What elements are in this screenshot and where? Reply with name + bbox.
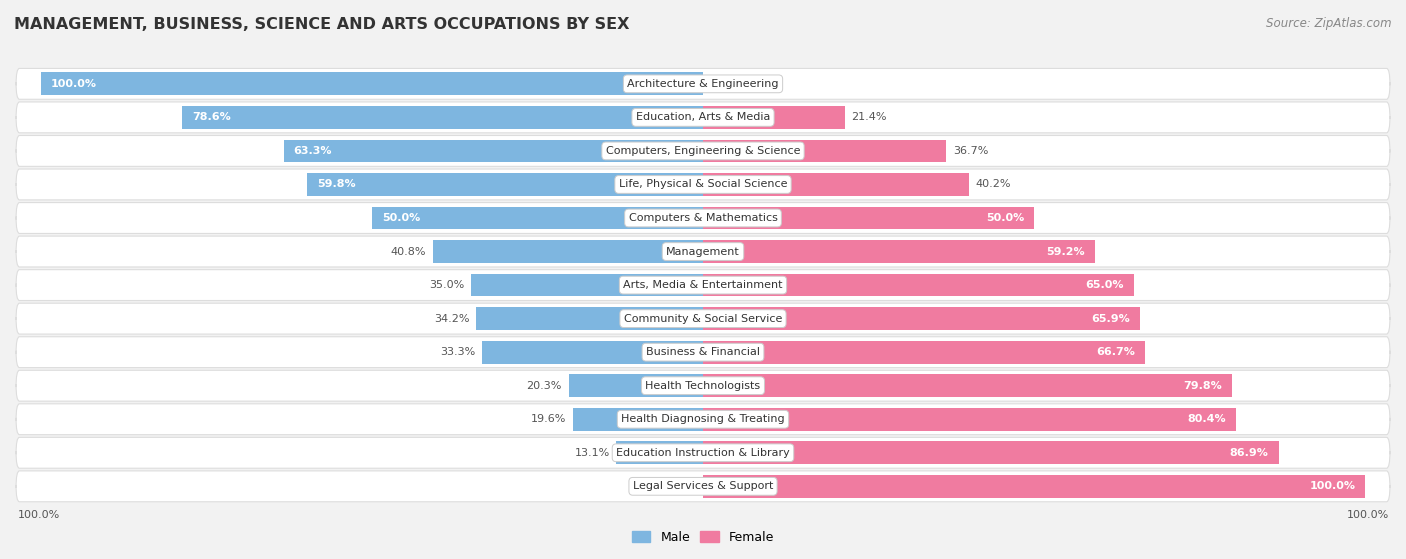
Text: Arts, Media & Entertainment: Arts, Media & Entertainment (623, 280, 783, 290)
Text: Community & Social Service: Community & Social Service (624, 314, 782, 324)
Text: 66.7%: 66.7% (1097, 347, 1135, 357)
FancyBboxPatch shape (574, 408, 703, 430)
Text: 0.0%: 0.0% (713, 79, 741, 89)
Text: 13.1%: 13.1% (574, 448, 610, 458)
FancyBboxPatch shape (15, 437, 1391, 468)
FancyBboxPatch shape (703, 442, 1278, 464)
FancyBboxPatch shape (703, 274, 1133, 296)
Text: Management: Management (666, 247, 740, 257)
Text: 100.0%: 100.0% (1347, 510, 1389, 520)
Text: 63.3%: 63.3% (294, 146, 332, 156)
FancyBboxPatch shape (703, 408, 1236, 430)
FancyBboxPatch shape (703, 240, 1095, 263)
Text: 40.2%: 40.2% (976, 179, 1011, 190)
Text: 50.0%: 50.0% (381, 213, 420, 223)
Text: 100.0%: 100.0% (51, 79, 97, 89)
Text: 36.7%: 36.7% (953, 146, 988, 156)
Text: Computers, Engineering & Science: Computers, Engineering & Science (606, 146, 800, 156)
Text: 20.3%: 20.3% (526, 381, 562, 391)
Text: 80.4%: 80.4% (1187, 414, 1226, 424)
FancyBboxPatch shape (15, 68, 1391, 100)
Text: 0.0%: 0.0% (665, 481, 693, 491)
Text: Education Instruction & Library: Education Instruction & Library (616, 448, 790, 458)
FancyBboxPatch shape (15, 102, 1391, 133)
Text: 100.0%: 100.0% (17, 510, 59, 520)
FancyBboxPatch shape (15, 337, 1391, 368)
FancyBboxPatch shape (703, 341, 1144, 363)
FancyBboxPatch shape (284, 140, 703, 162)
FancyBboxPatch shape (15, 202, 1391, 234)
FancyBboxPatch shape (703, 307, 1139, 330)
Text: Source: ZipAtlas.com: Source: ZipAtlas.com (1267, 17, 1392, 30)
Text: Health Technologists: Health Technologists (645, 381, 761, 391)
Text: Legal Services & Support: Legal Services & Support (633, 481, 773, 491)
FancyBboxPatch shape (307, 173, 703, 196)
Text: Life, Physical & Social Science: Life, Physical & Social Science (619, 179, 787, 190)
FancyBboxPatch shape (703, 140, 946, 162)
FancyBboxPatch shape (568, 375, 703, 397)
FancyBboxPatch shape (15, 135, 1391, 167)
FancyBboxPatch shape (15, 370, 1391, 401)
Text: Business & Financial: Business & Financial (645, 347, 761, 357)
FancyBboxPatch shape (471, 274, 703, 296)
Text: 79.8%: 79.8% (1182, 381, 1222, 391)
FancyBboxPatch shape (371, 207, 703, 229)
FancyBboxPatch shape (616, 442, 703, 464)
Text: Education, Arts & Media: Education, Arts & Media (636, 112, 770, 122)
Text: 59.2%: 59.2% (1046, 247, 1085, 257)
Text: MANAGEMENT, BUSINESS, SCIENCE AND ARTS OCCUPATIONS BY SEX: MANAGEMENT, BUSINESS, SCIENCE AND ARTS O… (14, 17, 630, 32)
FancyBboxPatch shape (477, 307, 703, 330)
Text: 21.4%: 21.4% (852, 112, 887, 122)
FancyBboxPatch shape (703, 375, 1232, 397)
FancyBboxPatch shape (15, 269, 1391, 301)
Text: Computers & Mathematics: Computers & Mathematics (628, 213, 778, 223)
FancyBboxPatch shape (15, 404, 1391, 435)
FancyBboxPatch shape (15, 236, 1391, 267)
FancyBboxPatch shape (183, 106, 703, 129)
FancyBboxPatch shape (433, 240, 703, 263)
FancyBboxPatch shape (703, 106, 845, 129)
Text: 50.0%: 50.0% (986, 213, 1025, 223)
Text: 78.6%: 78.6% (193, 112, 231, 122)
Text: 86.9%: 86.9% (1230, 448, 1268, 458)
FancyBboxPatch shape (703, 475, 1365, 498)
Text: 65.0%: 65.0% (1085, 280, 1123, 290)
Text: Architecture & Engineering: Architecture & Engineering (627, 79, 779, 89)
FancyBboxPatch shape (15, 303, 1391, 334)
Text: 35.0%: 35.0% (429, 280, 464, 290)
Text: 59.8%: 59.8% (316, 179, 356, 190)
Text: 100.0%: 100.0% (1309, 481, 1355, 491)
Text: 33.3%: 33.3% (440, 347, 475, 357)
Text: 40.8%: 40.8% (391, 247, 426, 257)
FancyBboxPatch shape (482, 341, 703, 363)
FancyBboxPatch shape (15, 169, 1391, 200)
FancyBboxPatch shape (15, 471, 1391, 502)
Text: 19.6%: 19.6% (531, 414, 567, 424)
Text: 65.9%: 65.9% (1091, 314, 1129, 324)
FancyBboxPatch shape (703, 173, 969, 196)
FancyBboxPatch shape (41, 73, 703, 95)
FancyBboxPatch shape (703, 207, 1035, 229)
Legend: Male, Female: Male, Female (627, 526, 779, 549)
Text: Health Diagnosing & Treating: Health Diagnosing & Treating (621, 414, 785, 424)
Text: 34.2%: 34.2% (434, 314, 470, 324)
